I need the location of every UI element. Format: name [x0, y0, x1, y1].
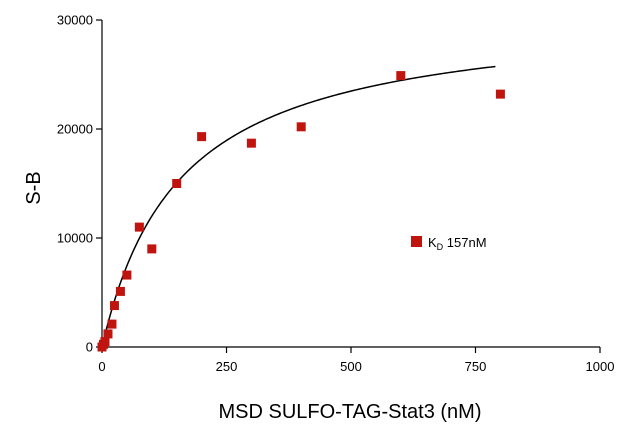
- legend-label-subscript: D: [437, 242, 444, 252]
- fit-curve-layer: [101, 65, 496, 348]
- data-point: [172, 179, 182, 188]
- fit-curve: [101, 65, 496, 348]
- y-axis-title: S-B: [23, 171, 45, 204]
- y-tick-label: 30000: [57, 13, 93, 28]
- data-point: [115, 286, 125, 296]
- data-point: [296, 122, 306, 132]
- data-point: [396, 71, 406, 81]
- x-axis-title: MSD SULFO-TAG-Stat3 (nM): [219, 401, 482, 423]
- legend-label-suffix: 157nM: [443, 235, 486, 250]
- y-tick-label: 20000: [57, 122, 93, 137]
- data-point: [107, 319, 117, 329]
- data-point: [109, 301, 119, 311]
- data-point: [147, 244, 157, 254]
- legend-label: KD 157nM: [428, 235, 487, 252]
- data-point: [134, 222, 144, 232]
- data-point: [100, 337, 110, 347]
- data-point: [122, 270, 132, 280]
- data-point: [197, 132, 207, 142]
- data-points: [97, 71, 505, 352]
- data-point: [495, 89, 505, 99]
- data-point: [246, 138, 256, 148]
- x-tick-label: 0: [98, 359, 105, 374]
- data-point: [103, 329, 113, 339]
- y-tick-label: 0: [86, 340, 93, 355]
- x-tick-label: 250: [216, 359, 238, 374]
- x-tick-label: 750: [465, 359, 487, 374]
- y-tick-label: 10000: [57, 231, 93, 246]
- x-tick-label: 1000: [586, 359, 615, 374]
- legend: KD 157nM: [411, 235, 487, 252]
- legend-marker: [411, 236, 422, 247]
- legend-label-main: K: [428, 235, 437, 250]
- x-tick-label: 500: [340, 359, 362, 374]
